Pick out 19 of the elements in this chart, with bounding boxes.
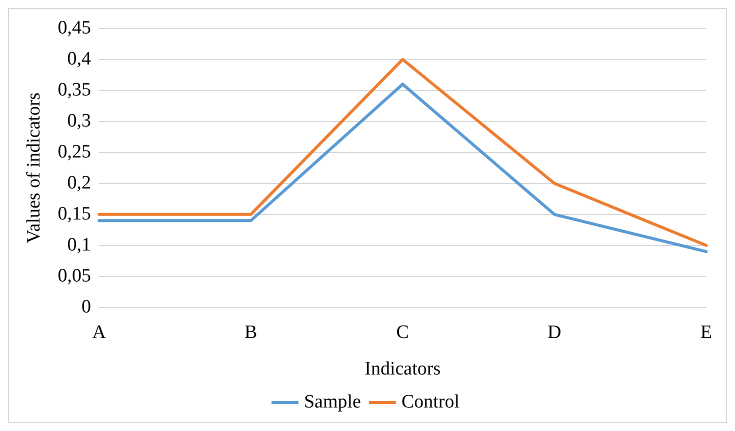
x-tick-label: B <box>244 322 258 343</box>
y-axis-title: Values of indicators <box>23 92 44 244</box>
x-tick-label: D <box>548 322 562 343</box>
y-tick-label: 0,2 <box>67 172 92 194</box>
x-axis-title: Indicators <box>364 358 441 380</box>
y-tick-label: 0,35 <box>58 79 92 100</box>
legend-label: Control <box>401 391 460 412</box>
y-tick-label: 0,15 <box>58 203 92 224</box>
y-tick-label: 0,3 <box>67 110 92 132</box>
x-tick-label: E <box>700 322 712 343</box>
legend-label: Sample <box>304 391 361 412</box>
x-tick-label: C <box>396 322 409 343</box>
x-tick-label: A <box>92 322 106 343</box>
y-tick-label: 0,1 <box>67 234 92 256</box>
y-tick-label: 0 <box>82 296 92 318</box>
y-tick-label: 0,25 <box>58 141 92 162</box>
y-tick-label: 0,45 <box>58 17 92 38</box>
y-tick-label: 0,05 <box>58 265 92 286</box>
y-tick-label: 0,4 <box>67 48 92 70</box>
